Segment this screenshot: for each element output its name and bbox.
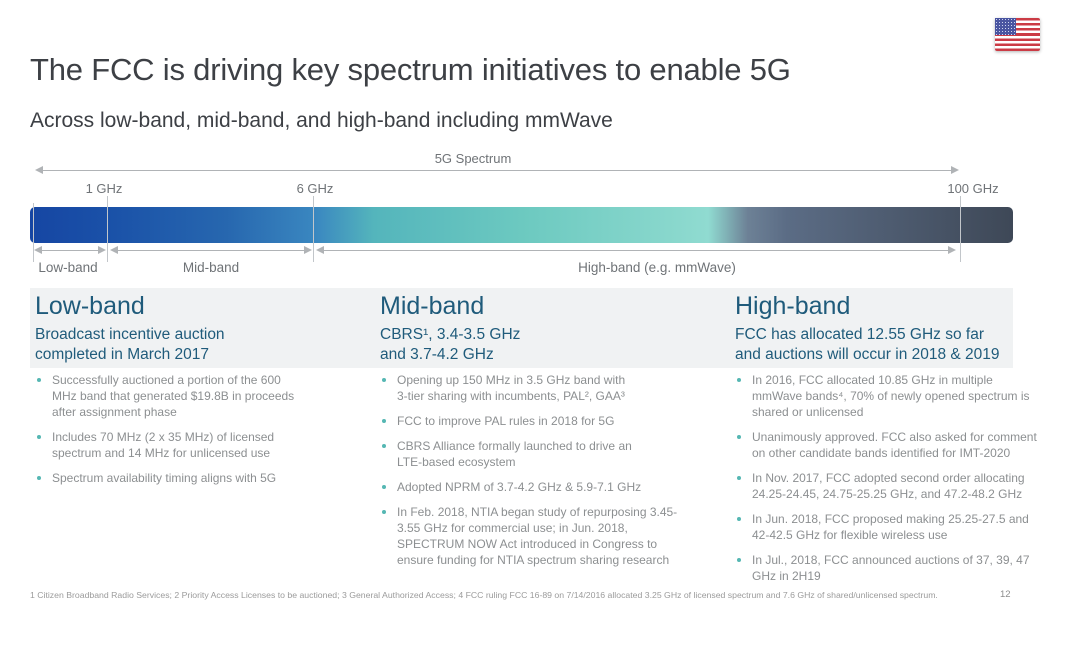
tick-6ghz: 6 GHz — [296, 181, 334, 196]
divider-line-1ghz — [107, 196, 108, 262]
bullet-dot-icon — [737, 558, 741, 562]
list-item: CBRS Alliance formally launched to drive… — [380, 438, 710, 470]
bullet-dot-icon — [37, 378, 41, 382]
column-subheader-high-band: FCC has allocated 12.55 GHz so far and a… — [735, 326, 1000, 363]
list-item: In Nov. 2017, FCC adopted second order a… — [735, 470, 1050, 502]
bullet-dot-icon — [382, 444, 386, 448]
spectrum-title: 5G Spectrum — [434, 151, 512, 166]
high-band-label: High-band (e.g. mmWave) — [578, 260, 736, 275]
spectrum-bar — [30, 207, 1013, 243]
divider-line-100ghz — [960, 196, 961, 262]
list-item: FCC to improve PAL rules in 2018 for 5G — [380, 413, 710, 429]
list-item: In 2016, FCC allocated 10.85 GHz in mult… — [735, 372, 1050, 420]
column-subheader-mid-band: CBRS¹, 3.4-3.5 GHz and 3.7-4.2 GHz — [380, 326, 521, 363]
list-item: Opening up 150 MHz in 3.5 GHz band with … — [380, 372, 710, 404]
low-band-label: Low-band — [38, 260, 98, 275]
list-item: Spectrum availability timing aligns with… — [35, 470, 355, 486]
list-item: In Jul., 2018, FCC announced auctions of… — [735, 552, 1050, 584]
divider-line-start — [33, 203, 34, 262]
bullet-dot-icon — [382, 378, 386, 382]
mid-band-bullet-list: Opening up 150 MHz in 3.5 GHz band with … — [380, 372, 710, 577]
list-item: Includes 70 MHz (2 x 35 MHz) of licensed… — [35, 429, 355, 461]
column-header-low-band: Low-band — [35, 292, 145, 320]
spectrum-range-arrow — [35, 166, 959, 174]
bullet-dot-icon — [382, 419, 386, 423]
divider-line-6ghz — [313, 196, 314, 262]
bullet-dot-icon — [737, 476, 741, 480]
page-title: The FCC is driving key spectrum initiati… — [30, 52, 791, 87]
list-item: In Feb. 2018, NTIA began study of repurp… — [380, 504, 710, 568]
tick-100ghz: 100 GHz — [947, 181, 999, 196]
list-item: Unanimously approved. FCC also asked for… — [735, 429, 1050, 461]
bullet-dot-icon — [382, 510, 386, 514]
tick-1ghz: 1 GHz — [85, 181, 123, 196]
column-header-mid-band: Mid-band — [380, 292, 485, 320]
bullet-dot-icon — [382, 485, 386, 489]
high-band-arrow — [316, 246, 956, 254]
flag-canton — [995, 18, 1016, 35]
us-flag-icon — [995, 18, 1040, 51]
low-band-bullet-list: Successfully auctioned a portion of the … — [35, 372, 355, 495]
page-subtitle: Across low-band, mid-band, and high-band… — [30, 109, 613, 132]
mid-band-label: Mid-band — [182, 260, 240, 275]
bullet-dot-icon — [737, 517, 741, 521]
column-header-high-band: High-band — [735, 292, 851, 320]
mid-band-arrow — [110, 246, 312, 254]
list-item: Successfully auctioned a portion of the … — [35, 372, 355, 420]
bullet-dot-icon — [737, 435, 741, 439]
bullet-dot-icon — [737, 378, 741, 382]
column-header-band — [30, 288, 1013, 368]
page-number: 12 — [1000, 589, 1011, 600]
list-item: In Jun. 2018, FCC proposed making 25.25-… — [735, 511, 1050, 543]
column-subheader-low-band: Broadcast incentive auction completed in… — [35, 326, 225, 363]
high-band-bullet-list: In 2016, FCC allocated 10.85 GHz in mult… — [735, 372, 1050, 593]
footnote: 1 Citizen Broadband Radio Services; 2 Pr… — [30, 590, 938, 600]
list-item: Adopted NPRM of 3.7-4.2 GHz & 5.9-7.1 GH… — [380, 479, 710, 495]
low-band-arrow — [34, 246, 106, 254]
bullet-dot-icon — [37, 476, 41, 480]
bullet-dot-icon — [37, 435, 41, 439]
